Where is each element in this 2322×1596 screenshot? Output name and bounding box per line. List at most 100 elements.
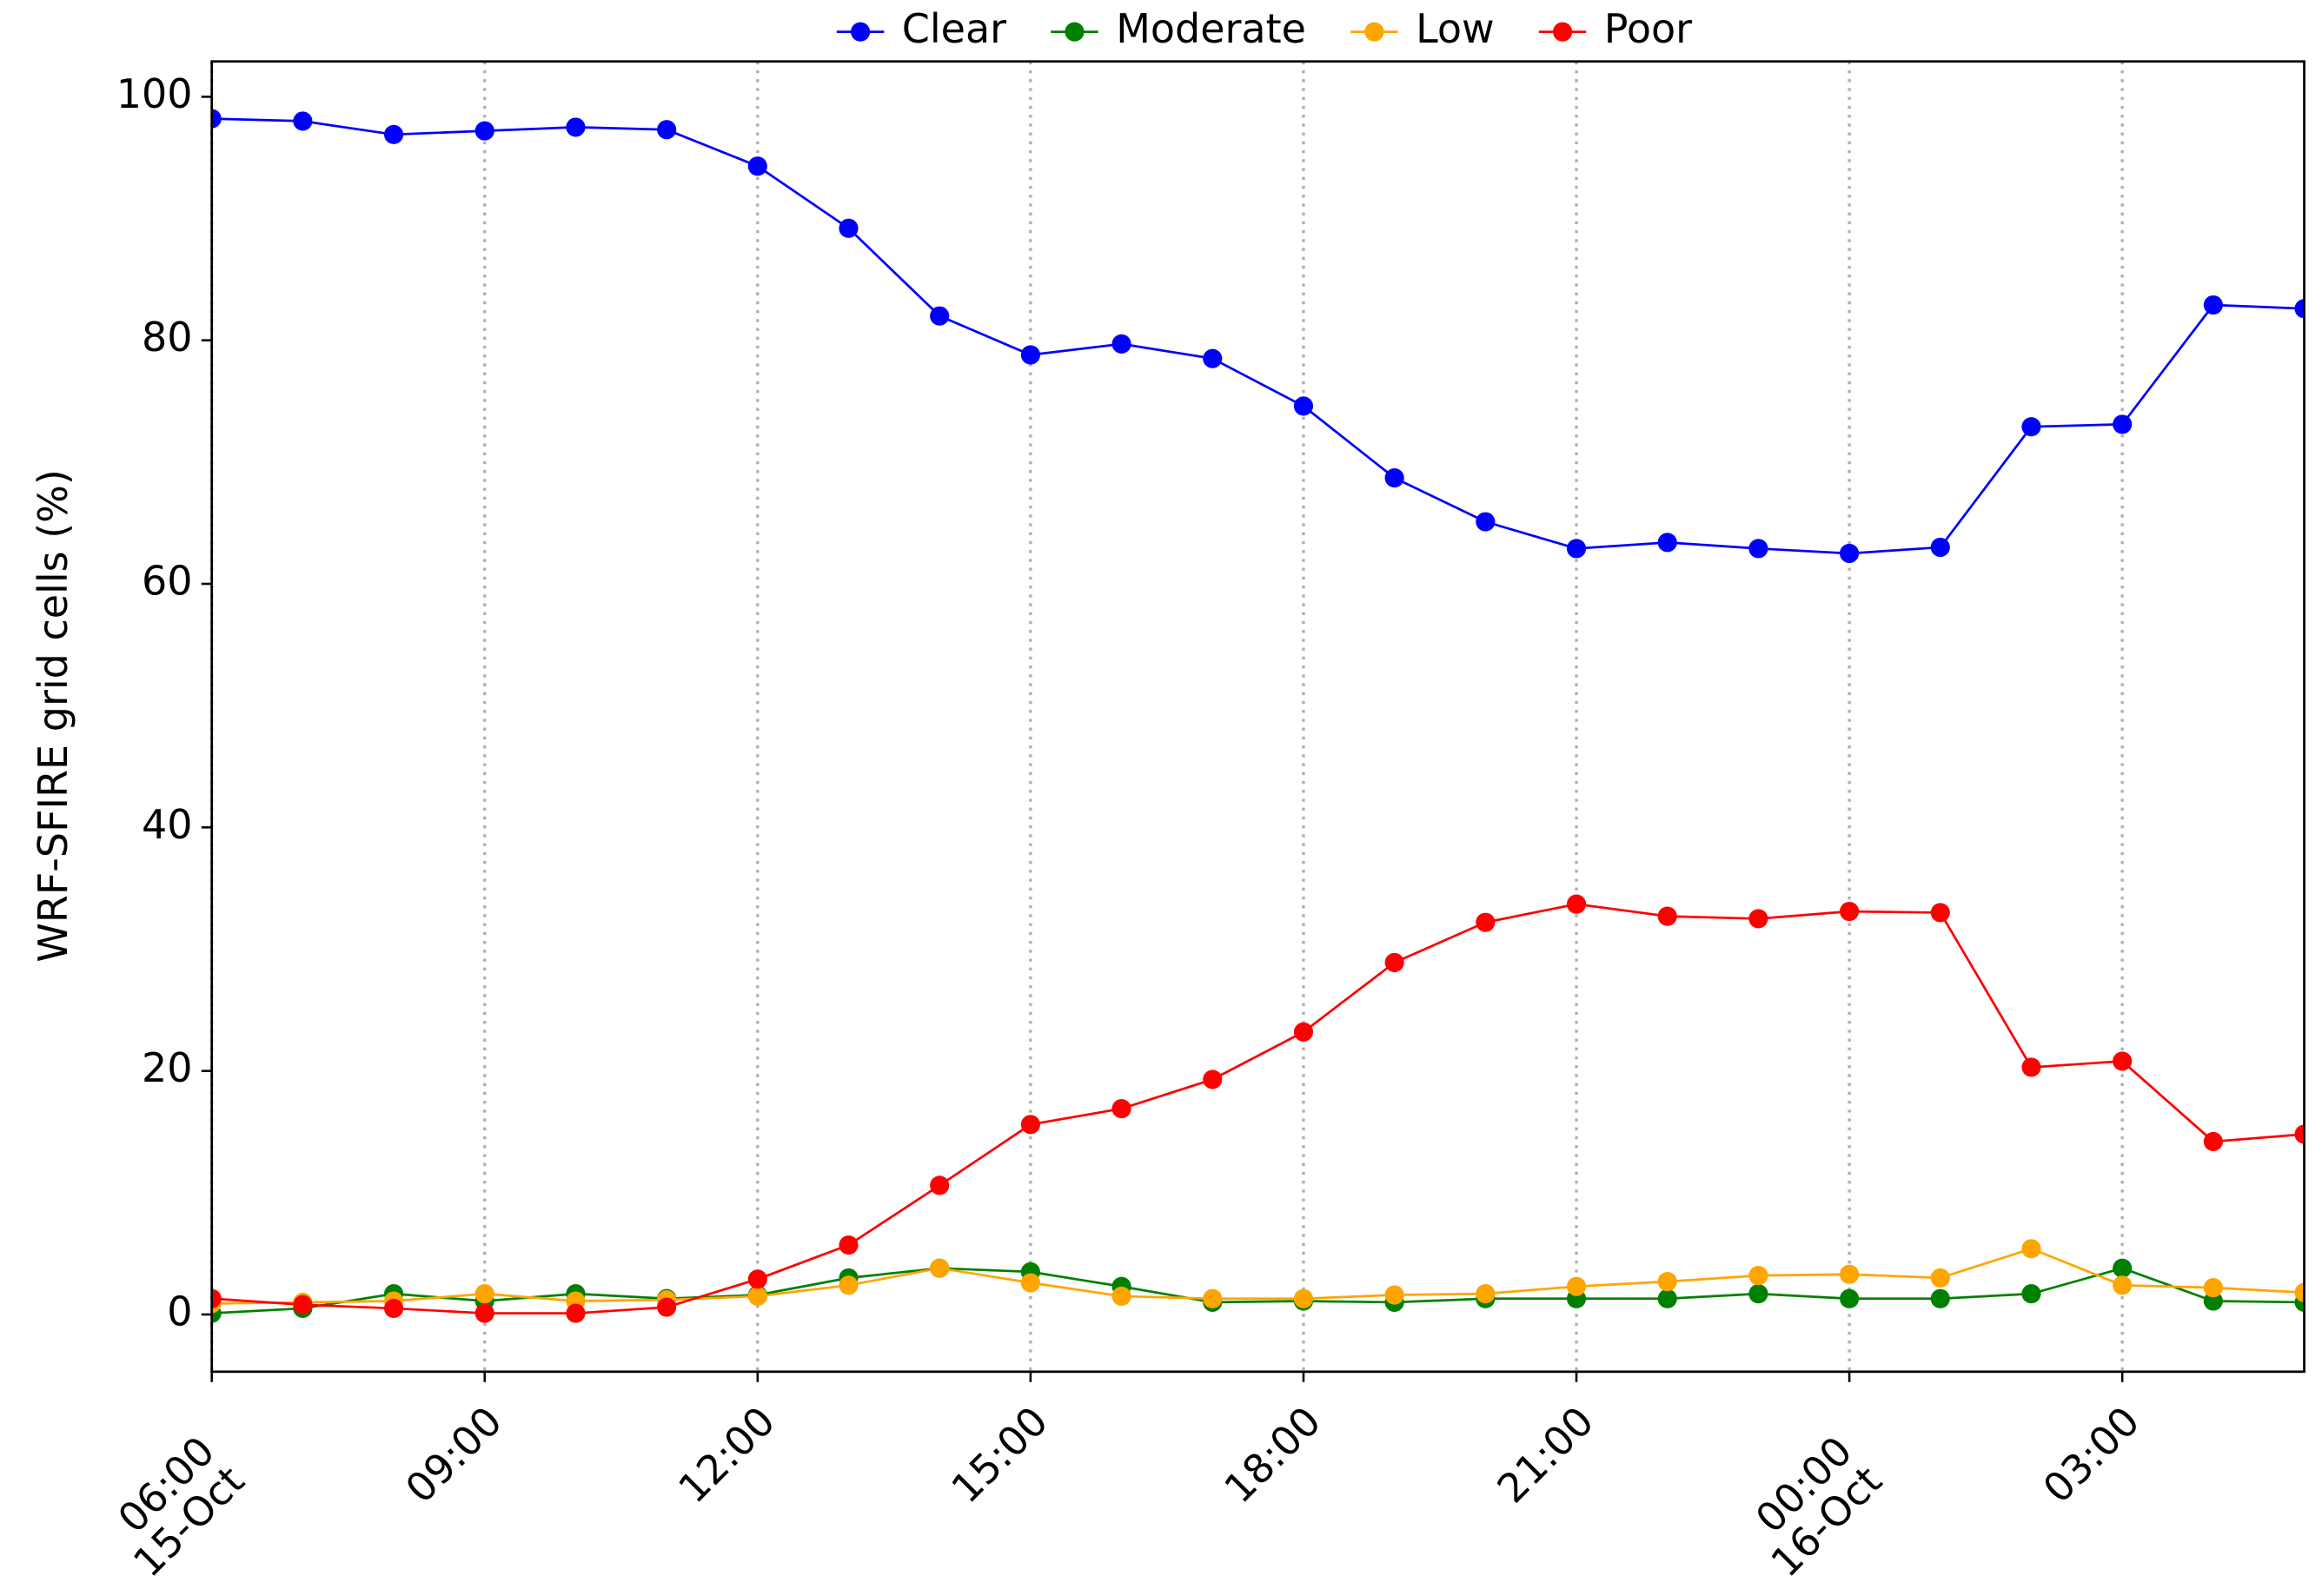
point xyxy=(383,1298,404,1319)
series-line xyxy=(211,903,2305,1315)
legend-marker xyxy=(1065,22,1085,42)
point xyxy=(1476,912,1496,932)
point xyxy=(566,117,586,137)
point xyxy=(1840,901,1860,922)
point xyxy=(2113,1258,2133,1278)
point xyxy=(1020,345,1040,365)
y-tick-label: 100 xyxy=(116,70,193,117)
point xyxy=(293,1295,313,1315)
point xyxy=(2021,1284,2041,1304)
y-tick-label: 0 xyxy=(167,1288,192,1334)
x-tick-label: 06:0015-Oct xyxy=(94,1427,253,1586)
x-tick-label: 15:00 xyxy=(942,1397,1057,1512)
point xyxy=(1930,1268,1950,1288)
y-tick-label: 40 xyxy=(142,801,193,848)
point xyxy=(1203,1288,1223,1308)
point xyxy=(474,121,494,141)
point xyxy=(1111,334,1131,354)
point xyxy=(1840,543,1860,564)
point xyxy=(1203,1070,1223,1089)
x-tick-label: 12:00 xyxy=(669,1397,784,1512)
point xyxy=(2021,1239,2041,1259)
point xyxy=(1748,909,1768,929)
series-line xyxy=(211,117,2305,555)
legend-label: Low xyxy=(1416,5,1495,52)
point xyxy=(2113,414,2133,434)
point xyxy=(1840,1264,1860,1284)
legend-marker xyxy=(1552,22,1573,42)
point xyxy=(1111,1099,1131,1119)
point xyxy=(1566,1276,1587,1296)
point xyxy=(1930,903,1950,923)
point xyxy=(211,109,222,129)
point xyxy=(2203,1131,2223,1152)
point xyxy=(1293,1022,1314,1042)
y-tick-label: 80 xyxy=(142,314,193,361)
point xyxy=(2021,417,2041,437)
point xyxy=(839,1275,859,1295)
point xyxy=(1930,537,1950,558)
point xyxy=(474,1303,494,1323)
plot-area xyxy=(211,109,2305,1323)
point xyxy=(566,1303,586,1323)
point xyxy=(211,1288,222,1308)
point xyxy=(383,124,404,144)
point xyxy=(1566,539,1587,559)
point xyxy=(1384,467,1404,488)
y-axis-label: WRF-SFIRE grid cells (%) xyxy=(30,469,76,962)
point xyxy=(657,120,677,140)
series-line xyxy=(211,1247,2305,1305)
plot-frame xyxy=(210,60,2305,1374)
point xyxy=(474,1284,494,1304)
legend-label: Clear xyxy=(902,5,1006,52)
point xyxy=(2294,299,2305,319)
series-line xyxy=(211,1267,2305,1315)
point xyxy=(930,306,950,326)
point xyxy=(1203,348,1223,368)
x-tick-label: 00:0016-Oct xyxy=(1732,1427,1891,1586)
y-tick-label: 20 xyxy=(142,1044,193,1091)
y-tick-label: 60 xyxy=(142,558,193,605)
point xyxy=(1657,1288,1677,1308)
point xyxy=(1020,1273,1040,1293)
point xyxy=(293,111,313,131)
point xyxy=(1384,952,1404,972)
point xyxy=(930,1258,950,1278)
point xyxy=(839,218,859,238)
point xyxy=(2294,1124,2305,1144)
point xyxy=(747,1286,767,1307)
point xyxy=(1930,1288,1950,1308)
point xyxy=(1748,1266,1768,1286)
x-tick-label: 18:00 xyxy=(1215,1397,1330,1512)
point xyxy=(1566,894,1587,914)
point xyxy=(839,1235,859,1255)
legend-marker xyxy=(1364,22,1384,42)
x-tick-label: 21:00 xyxy=(1488,1397,1602,1512)
x-tick-label: 09:00 xyxy=(396,1397,511,1512)
point xyxy=(1293,1288,1314,1308)
legend-label: Poor xyxy=(1604,5,1692,52)
point xyxy=(747,1269,767,1289)
point xyxy=(747,156,767,176)
point xyxy=(1111,1286,1131,1307)
point xyxy=(2203,295,2223,315)
point xyxy=(1657,1272,1677,1292)
point xyxy=(2113,1275,2133,1295)
x-tick-label: 03:00 xyxy=(2033,1397,2148,1512)
point xyxy=(1657,533,1677,553)
point xyxy=(1748,539,1768,559)
point xyxy=(930,1175,950,1195)
point xyxy=(2294,1282,2305,1302)
legend-label: Moderate xyxy=(1116,5,1306,52)
point xyxy=(1840,1288,1860,1308)
point xyxy=(1476,1284,1496,1304)
point xyxy=(1384,1285,1404,1305)
point xyxy=(2203,1291,2223,1311)
point xyxy=(2113,1051,2133,1071)
point xyxy=(1657,906,1677,926)
point xyxy=(1476,512,1496,532)
point xyxy=(2021,1057,2041,1077)
point xyxy=(1748,1284,1768,1304)
